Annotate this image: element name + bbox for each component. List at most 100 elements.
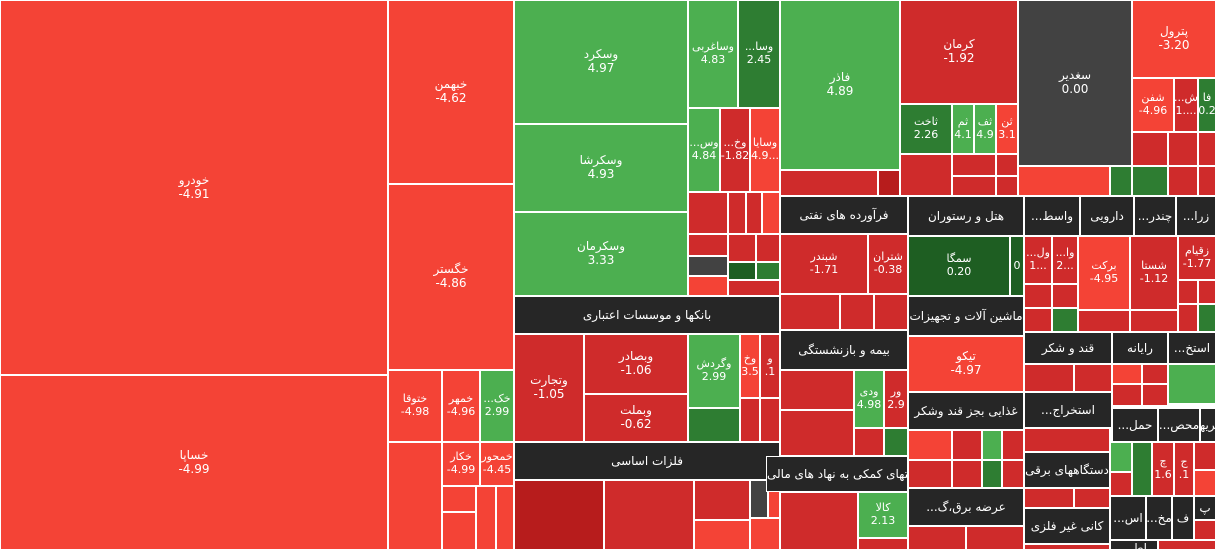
stock-cell-small[interactable]	[1002, 460, 1024, 488]
stock-cell-je[interactable]: ج .1	[1174, 442, 1194, 496]
stock-cell-vbmellat[interactable]: وبملت -0.62	[584, 394, 688, 442]
stock-cell-small[interactable]	[1158, 540, 1216, 550]
stock-cell-small[interactable]	[1052, 308, 1078, 332]
stock-cell-small[interactable]	[760, 398, 780, 442]
stock-cell-small[interactable]	[1194, 470, 1216, 496]
stock-cell-small[interactable]	[900, 154, 952, 196]
stock-cell-samga[interactable]: سمگا 0.20	[908, 236, 1010, 296]
stock-cell-saf[interactable]: ثف 4.9	[974, 104, 996, 154]
stock-cell-small[interactable]	[728, 234, 756, 262]
stock-cell-small[interactable]	[1024, 488, 1074, 508]
stock-cell-small[interactable]	[1142, 364, 1168, 384]
stock-cell-vakh[interactable]: وخ... -1.82	[720, 108, 750, 192]
stock-cell-small[interactable]	[1024, 364, 1074, 392]
stock-cell-small[interactable]	[780, 170, 878, 196]
stock-cell-zero[interactable]: 0	[1010, 236, 1024, 296]
stock-cell-small[interactable]	[442, 512, 476, 550]
stock-cell-fazar[interactable]: فاذر 4.89	[780, 0, 900, 170]
stock-cell-small[interactable]	[1198, 304, 1216, 332]
stock-cell-khmehvar[interactable]: خمحور -4.45	[480, 442, 514, 486]
stock-cell-small[interactable]	[908, 460, 952, 488]
stock-cell-small[interactable]	[604, 480, 694, 550]
stock-cell-small[interactable]	[1130, 310, 1178, 332]
stock-cell-small[interactable]	[1024, 308, 1052, 332]
stock-cell-vtejarat[interactable]: وتجارت -1.05	[514, 334, 584, 442]
stock-cell-vaskard[interactable]: وسکرد 4.97	[514, 0, 688, 124]
stock-cell-small[interactable]	[728, 280, 780, 296]
stock-cell-vasaya[interactable]: وسایا 4.9...	[750, 108, 780, 192]
stock-cell-khgostar[interactable]: خگستر -4.86	[388, 184, 514, 370]
stock-cell-shtaran[interactable]: شتران -0.38	[868, 234, 908, 294]
stock-cell-small[interactable]	[1110, 472, 1132, 496]
stock-cell-small[interactable]	[1112, 364, 1142, 384]
stock-cell-small[interactable]	[688, 408, 740, 442]
stock-cell-small[interactable]	[750, 480, 768, 518]
stock-cell-small[interactable]	[1002, 430, 1024, 460]
stock-cell-small[interactable]	[1024, 284, 1052, 308]
stock-cell-small[interactable]	[1178, 280, 1198, 304]
stock-cell-small[interactable]	[694, 480, 750, 520]
stock-cell-small[interactable]	[858, 538, 908, 550]
stock-cell-small[interactable]	[1018, 166, 1110, 196]
stock-cell-small[interactable]	[688, 256, 728, 276]
stock-cell-small[interactable]	[442, 486, 476, 512]
stock-cell-v[interactable]: و .1	[760, 334, 780, 398]
stock-cell-vasa[interactable]: وسا... 2.45	[738, 0, 780, 108]
stock-cell-small[interactable]	[952, 430, 982, 460]
stock-cell-small[interactable]	[388, 442, 442, 550]
stock-cell-kerman[interactable]: کرمان -1.92	[900, 0, 1018, 104]
stock-cell-small[interactable]	[756, 262, 780, 280]
stock-cell-small[interactable]	[996, 176, 1018, 196]
stock-cell-zaghiam[interactable]: زقیام -1.77	[1178, 236, 1216, 280]
stock-cell-small[interactable]	[1074, 364, 1112, 392]
stock-cell-small[interactable]	[1052, 284, 1078, 308]
stock-cell-small[interactable]	[728, 192, 746, 234]
stock-cell-petrol[interactable]: پترول -3.20	[1132, 0, 1216, 78]
stock-cell-small[interactable]	[756, 234, 780, 262]
stock-cell-khtooga[interactable]: ختوقا -4.98	[388, 370, 442, 442]
stock-cell-small[interactable]	[840, 294, 874, 330]
stock-cell-vkh[interactable]: وخ 3.5	[740, 334, 760, 398]
stock-cell-small[interactable]	[694, 520, 750, 550]
stock-cell-khbahman[interactable]: خبهمن -4.62	[388, 0, 514, 184]
stock-cell-small[interactable]	[952, 154, 996, 176]
stock-cell-var[interactable]: ور 2.9	[884, 370, 908, 428]
stock-cell-small[interactable]	[982, 460, 1002, 488]
stock-cell-small[interactable]	[1198, 280, 1216, 304]
stock-cell-small[interactable]	[1178, 304, 1198, 332]
stock-cell-small[interactable]	[1112, 384, 1142, 406]
stock-cell-shafan[interactable]: شفن -4.96	[1132, 78, 1174, 132]
stock-cell-small[interactable]	[780, 410, 854, 456]
stock-cell-small[interactable]	[740, 398, 760, 442]
stock-cell-small[interactable]	[1142, 384, 1168, 406]
stock-cell-small[interactable]	[780, 492, 858, 550]
stock-cell-khodro[interactable]: خودرو -4.91	[0, 0, 388, 375]
stock-cell-small[interactable]	[750, 518, 780, 550]
stock-cell-khak[interactable]: خک... 2.99	[480, 370, 514, 442]
stock-cell-small[interactable]	[1198, 166, 1216, 196]
stock-cell-vadi[interactable]: ودی 4.98	[854, 370, 884, 428]
stock-cell-small[interactable]	[952, 460, 982, 488]
stock-cell-sam[interactable]: ثم 4.1	[952, 104, 974, 154]
stock-cell-small[interactable]	[688, 276, 728, 296]
stock-cell-small[interactable]	[1110, 166, 1132, 196]
stock-cell-small[interactable]	[966, 526, 1024, 550]
stock-cell-shbandar[interactable]: شبندر -1.71	[780, 234, 868, 294]
stock-cell-small[interactable]	[1168, 166, 1198, 196]
stock-cell-small[interactable]	[1168, 132, 1198, 166]
stock-cell-small[interactable]	[854, 428, 884, 456]
stock-cell-sh[interactable]: ش... 1....	[1174, 78, 1198, 132]
stock-cell-small[interactable]	[1078, 310, 1130, 332]
stock-cell-small[interactable]	[728, 262, 756, 280]
stock-cell-small[interactable]	[1132, 442, 1152, 496]
stock-cell-tiko[interactable]: تیکو -4.97	[908, 336, 1024, 392]
stock-cell-small[interactable]	[1194, 442, 1216, 470]
stock-cell-small[interactable]	[952, 176, 996, 196]
stock-cell-shasta[interactable]: شستا -1.12	[1130, 236, 1178, 310]
stock-cell-small[interactable]	[514, 480, 604, 550]
stock-cell-khmehr[interactable]: خمهر -4.96	[442, 370, 480, 442]
stock-cell-kala[interactable]: کالا 2.13	[858, 492, 908, 538]
stock-cell-vl[interactable]: ول... 1...	[1024, 236, 1052, 284]
stock-cell-small[interactable]	[908, 430, 952, 460]
stock-cell-vgardesh[interactable]: وگردش 2.99	[688, 334, 740, 408]
